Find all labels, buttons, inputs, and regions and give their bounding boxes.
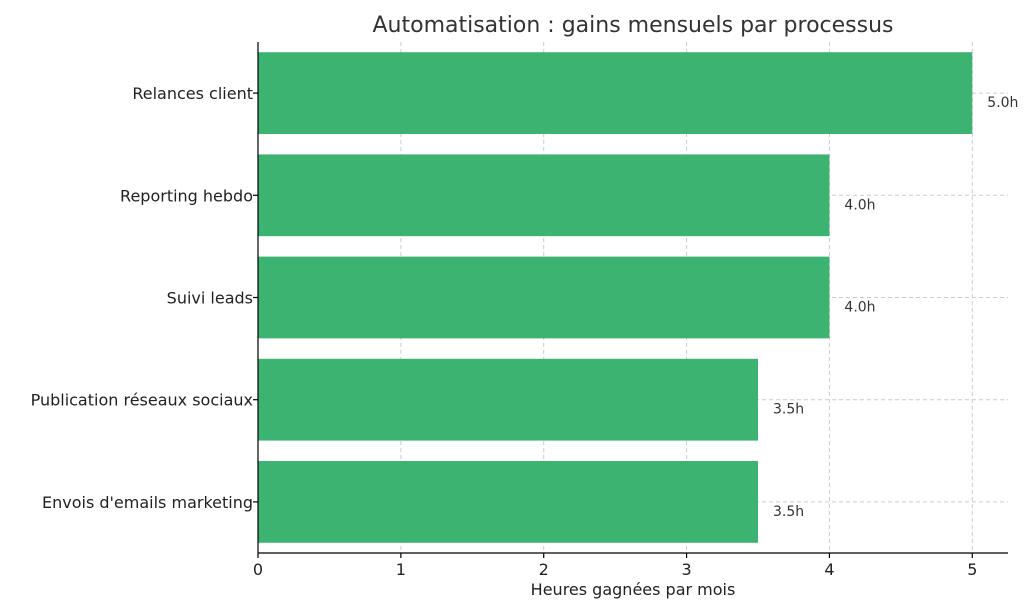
- bar: [258, 154, 830, 237]
- category-label: Publication réseaux sociaux: [31, 391, 253, 410]
- value-label: 5.0h: [987, 95, 1018, 111]
- bar: [258, 358, 758, 441]
- category-label: Envois d'emails marketing: [42, 493, 253, 512]
- chart-title: Automatisation : gains mensuels par proc…: [372, 13, 893, 38]
- value-label: 4.0h: [844, 197, 875, 213]
- value-label: 3.5h: [773, 402, 804, 418]
- category-label: Relances client: [132, 84, 253, 103]
- value-label: 3.5h: [773, 504, 804, 520]
- labels: 0 1 2 3 4 5 Relances client 5.0h Reporting hebdo…: [31, 84, 1019, 579]
- x-tick-label: 1: [396, 560, 406, 579]
- category-label: Reporting hebdo: [120, 186, 253, 205]
- x-tick-label: 3: [681, 560, 691, 579]
- value-label: 4.0h: [844, 300, 875, 316]
- category-label: Suivi leads: [167, 289, 253, 308]
- bars: [258, 52, 973, 543]
- x-tick-label: 2: [539, 560, 549, 579]
- x-tick-label: 0: [253, 560, 263, 579]
- bar: [258, 461, 758, 543]
- bar: [258, 256, 830, 339]
- x-tick-label: 5: [967, 560, 977, 579]
- x-axis-label: Heures gagnées par mois: [531, 580, 736, 599]
- bar: [258, 52, 973, 134]
- x-tick-label: 4: [824, 560, 834, 579]
